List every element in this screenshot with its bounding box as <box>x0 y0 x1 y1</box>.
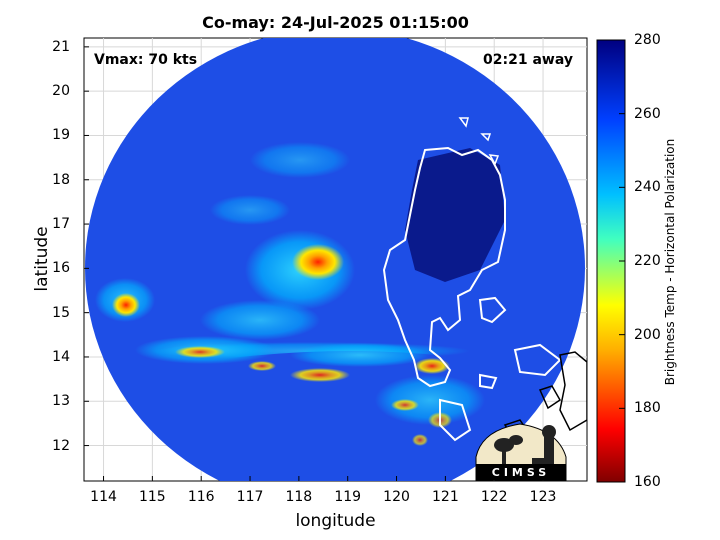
y-tick-label: 21 <box>52 38 70 55</box>
y-tick-label: 13 <box>52 393 70 410</box>
x-tick-label: 119 <box>334 489 362 505</box>
y-axis-ticks <box>84 46 89 447</box>
colorbar-tick-label: 220 <box>634 253 661 269</box>
time-away-label: 02:21 away <box>483 52 573 68</box>
y-tick-label: 19 <box>52 127 70 144</box>
y-tick-label: 15 <box>52 304 70 321</box>
storm-core <box>292 244 344 280</box>
x-tick-label: 117 <box>236 489 264 505</box>
x-tick-label: 123 <box>529 489 557 505</box>
chart-title: Co-may: 24-Jul-2025 01:15:00 <box>202 13 469 32</box>
y-tick-label: 17 <box>52 216 70 233</box>
colorbar-ticks <box>619 39 625 483</box>
y-tick-label: 12 <box>52 437 70 454</box>
x-tick-label: 115 <box>138 489 166 505</box>
x-axis-label: longitude <box>295 511 376 531</box>
colorbar-tick-label: 200 <box>634 326 661 343</box>
x-tick-label: 122 <box>480 489 508 505</box>
brightness-temperature-swath <box>85 38 585 481</box>
y-tick-label: 18 <box>52 171 70 188</box>
land-cold-region <box>405 148 505 282</box>
x-axis-ticks <box>103 476 544 481</box>
colorbar-label: Brightness Temp - Horizontal Polarizatio… <box>663 138 677 386</box>
cimss-logo: CIMSS <box>475 423 567 481</box>
x-tick-label: 118 <box>285 489 313 505</box>
y-tick-label: 14 <box>52 348 70 365</box>
colorbar-tick-label: 240 <box>634 179 661 196</box>
y-tick-label: 20 <box>52 83 70 100</box>
colorbar-tick-label: 260 <box>634 105 661 122</box>
colorbar-tick-label: 280 <box>634 32 661 48</box>
coastline-luzon <box>382 146 506 388</box>
y-axis-label: latitude <box>32 226 52 292</box>
x-tick-label: 121 <box>432 489 459 505</box>
x-tick-label: 116 <box>187 489 215 505</box>
x-tick-label: 114 <box>90 489 117 505</box>
vmax-label: Vmax: 70 kts <box>94 52 198 68</box>
coastline-outside-swath <box>559 351 587 432</box>
x-tick-label: 120 <box>383 489 410 505</box>
colorbar-tick-label: 160 <box>634 474 661 490</box>
colorbar-tick-label: 180 <box>634 400 661 417</box>
y-tick-label: 16 <box>52 260 70 277</box>
cimss-logo-text: CIMSS <box>492 466 550 479</box>
